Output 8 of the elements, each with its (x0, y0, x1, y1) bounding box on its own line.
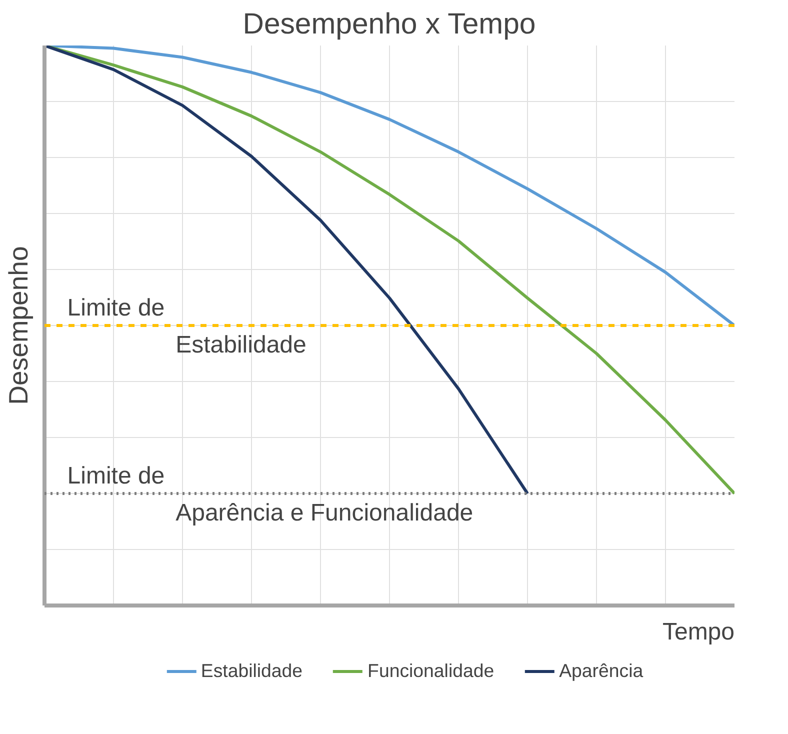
y-axis-title: Desempenho (4, 246, 34, 405)
ref-line-label: Limite de Estabilidade (67, 294, 306, 358)
legend-label: Aparência (559, 660, 644, 682)
legend-label: Funcionalidade (368, 660, 494, 682)
x-axis-title: Tempo (662, 618, 735, 646)
ref-line-label: Limite de Aparência e Funcionalidade (67, 462, 474, 526)
legend-label: Estabilidade (200, 660, 303, 682)
chart-title: Desempenho x Tempo (242, 8, 536, 40)
